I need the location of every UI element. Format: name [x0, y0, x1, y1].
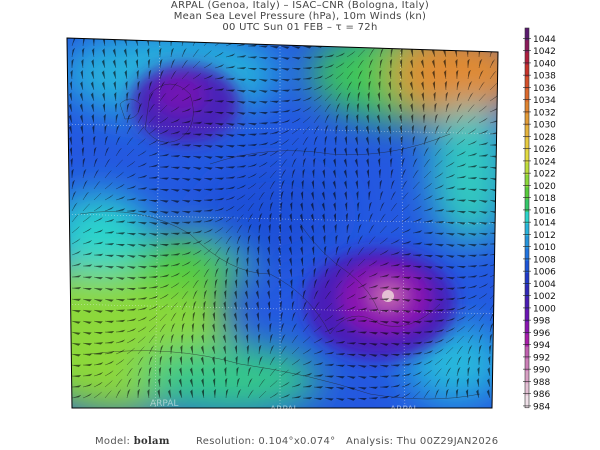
colorbar-swatch — [525, 224, 529, 237]
colorbar-swatch — [525, 346, 529, 360]
watermark-1: ARPAL — [150, 399, 178, 409]
watermark-2: ARPAL — [270, 405, 298, 414]
colorbar-label: 1020 — [533, 182, 556, 192]
colorbar-swatch — [525, 297, 529, 311]
colorbar-label: 1042 — [533, 47, 556, 57]
colorbar-label: 1016 — [533, 206, 556, 216]
pressure-field — [67, 38, 498, 408]
title-line-1: ARPAL (Genoa, Italy) – ISAC–CNR (Bologna… — [170, 0, 430, 11]
colorbar-label: 1044 — [533, 35, 556, 45]
colorbar-label: 1022 — [533, 170, 556, 180]
colorbar-swatch — [525, 371, 529, 384]
colorbar-swatch — [525, 248, 529, 262]
colorbar-label: 1006 — [533, 268, 556, 278]
colorbar-label: 1000 — [533, 304, 556, 314]
colorbar-swatch — [525, 64, 529, 78]
watermark-3: ARPAL — [390, 405, 418, 414]
colorbar-label: 1030 — [533, 121, 556, 131]
colorbar-label: 1026 — [533, 145, 556, 155]
colorbar-label: 1008 — [533, 255, 556, 265]
colorbar-label: 1028 — [533, 133, 556, 143]
colorbar-swatch — [525, 383, 529, 396]
model-info: Model: bolam — [95, 436, 170, 447]
colorbar-label: 1034 — [533, 96, 556, 106]
colorbar-label: 988 — [533, 378, 550, 388]
colorbar-swatch — [525, 40, 529, 53]
colorbar-label: 1010 — [533, 243, 556, 253]
colorbar-swatch — [525, 260, 529, 274]
colorbar-swatch — [525, 175, 529, 188]
colorbar-label: 1032 — [533, 108, 556, 118]
colorbar-label: 1038 — [533, 72, 556, 82]
colorbar-label: 994 — [533, 341, 550, 351]
model-name: bolam — [133, 436, 170, 447]
colorbar-swatch — [525, 236, 529, 249]
colorbar: 1044 1042 1040 1038 1036 1034 1032 1030 1028 1026… — [523, 27, 556, 412]
colorbar-label: 998 — [533, 317, 550, 327]
colorbar-label: 992 — [533, 353, 550, 363]
colorbar-swatch — [525, 89, 529, 102]
colorbar-swatch — [525, 101, 529, 115]
analysis-time: Analysis: Thu 00Z29JAN2026 — [346, 436, 499, 447]
colorbar-swatch — [525, 309, 529, 323]
title-line-3: 00 UTC Sun 01 FEB – τ = 72h — [222, 22, 378, 33]
colorbar-swatch — [525, 150, 529, 164]
colorbar-swatch — [525, 285, 529, 298]
colorbar-swatch — [525, 211, 529, 225]
colorbar-swatch — [525, 113, 529, 127]
colorbar-label: 1040 — [533, 59, 556, 69]
colorbar-swatch — [525, 77, 529, 90]
colorbar-label: 1012 — [533, 231, 556, 241]
colorbar-label: 986 — [533, 390, 550, 400]
colorbar-label: 984 — [533, 402, 550, 412]
colorbar-label: 1002 — [533, 292, 556, 302]
colorbar-label: 990 — [533, 366, 550, 376]
colorbar-swatch — [525, 199, 529, 213]
colorbar-swatch — [525, 126, 529, 139]
colorbar-label: 1004 — [533, 280, 556, 290]
colorbar-swatch — [525, 273, 529, 286]
colorbar-swatch — [525, 162, 529, 176]
colorbar-swatch — [525, 395, 529, 409]
colorbar-label: 996 — [533, 329, 550, 339]
colorbar-swatch — [525, 334, 529, 347]
colorbar-swatch — [525, 52, 529, 66]
colorbar-label: 1024 — [533, 157, 556, 167]
colorbar-swatch — [525, 138, 529, 151]
colorbar-swatch — [525, 28, 529, 41]
colorbar-swatch — [525, 358, 529, 372]
pressure-map: ARPAL ARPAL ARPAL — [66, 37, 499, 414]
title-line-2: Mean Sea Level Pressure (hPa), 10m Winds… — [173, 11, 427, 22]
colorbar-label: 1014 — [533, 219, 556, 229]
colorbar-swatch — [525, 322, 529, 335]
colorbar-swatch — [525, 187, 529, 200]
resolution: Resolution: 0.104°x0.074° — [196, 436, 336, 447]
colorbar-label: 1036 — [533, 84, 556, 94]
colorbar-label: 1018 — [533, 194, 556, 204]
